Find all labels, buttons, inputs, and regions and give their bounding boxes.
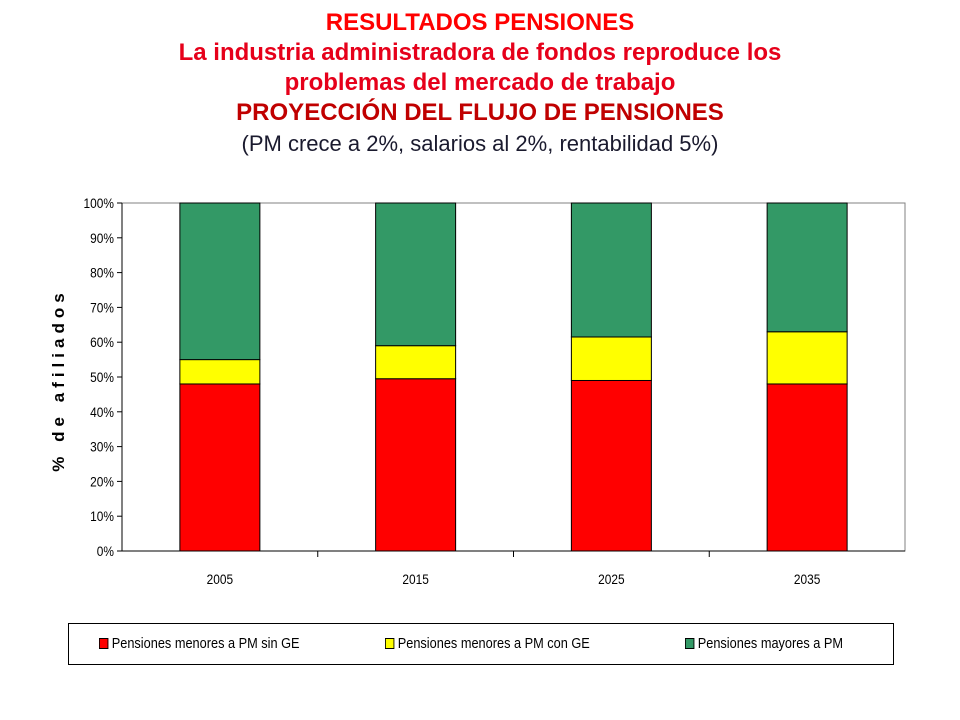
y-axis-title: % de afiliados (49, 288, 68, 471)
legend-swatch-mayores (685, 638, 695, 649)
bar-con-ge-2025 (570, 336, 652, 381)
x-tick-label-2035: 2035 (794, 571, 820, 587)
y-tick-label: 30% (90, 439, 114, 455)
legend-item-sin-ge: Pensiones menores a PM sin GE (99, 635, 300, 652)
bar-sin-ge-2005 (179, 383, 261, 552)
legend-item-con-ge: Pensiones menores a PM con GE (385, 635, 590, 652)
subtitle-line-2: problemas del mercado de trabajo (284, 69, 676, 96)
bar-con-ge-2015 (375, 345, 457, 380)
x-tick-label-2005: 2005 (207, 571, 233, 587)
bar-sin-ge-2025 (570, 379, 652, 552)
bar-mayores-2005 (179, 202, 261, 361)
subtitle-line-1: La industria administradora de fondos re… (178, 39, 782, 66)
legend-swatch-con-ge (385, 638, 395, 649)
bar-mayores-2035 (766, 202, 848, 333)
y-tick-label: 50% (90, 369, 114, 385)
y-tick-label: 10% (90, 508, 114, 524)
projection-heading: PROYECCIÓN DEL FLUJO DE PENSIONES (236, 99, 724, 126)
y-tick-label: 70% (90, 299, 114, 315)
legend-item-mayores: Pensiones mayores a PM (685, 635, 843, 652)
bar-sin-ge-2035 (766, 383, 848, 552)
legend-swatch-sin-ge (99, 638, 109, 649)
legend-label-mayores: Pensiones mayores a PM (697, 635, 844, 652)
y-tick-label: 90% (90, 230, 114, 246)
y-tick-label: 40% (90, 404, 114, 420)
y-tick-label: 100% (84, 195, 115, 211)
plot-area: 0% 10% 20% 30% 40% 50% 60% 70% 80% 90% 100% % de af… (49, 195, 906, 587)
assumptions-note: (PM crece a 2%, salarios al 2%, rentabil… (241, 131, 719, 156)
y-tick-label: 0% (97, 543, 115, 559)
stacked-bar-chart: 0% 10% 20% 30% 40% 50% 60% 70% 80% 90% 100% % de af… (49, 195, 906, 587)
bar-sin-ge-2015 (375, 378, 457, 552)
chart-legend: Pensiones menores a PM sin GE Pensiones … (68, 623, 894, 665)
y-tick-label: 20% (90, 473, 114, 489)
bar-con-ge-2035 (766, 331, 848, 385)
bar-con-ge-2005 (179, 359, 261, 385)
bar-mayores-2015 (375, 202, 457, 347)
y-tick-label: 60% (90, 334, 114, 350)
legend-label-sin-ge: Pensiones menores a PM sin GE (111, 635, 300, 652)
chart-title: RESULTADOS PENSIONES (325, 9, 635, 36)
x-tick-label-2015: 2015 (402, 571, 428, 587)
bar-mayores-2025 (570, 202, 652, 338)
x-tick-label-2025: 2025 (598, 571, 624, 587)
legend-label-con-ge: Pensiones menores a PM con GE (397, 635, 590, 652)
title-block: RESULTADOS PENSIONES La industria admini… (0, 8, 960, 160)
y-tick-label: 80% (90, 265, 114, 281)
